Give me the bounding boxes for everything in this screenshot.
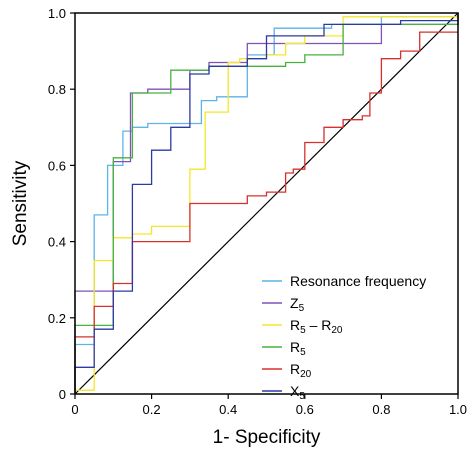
x-tick-label: 0.8 — [372, 402, 390, 417]
y-tick-label: 1.0 — [48, 6, 66, 21]
y-axis-title: Sensitivity — [10, 160, 31, 246]
y-tick-label: 0.6 — [48, 158, 66, 173]
x-tick-label: 0 — [71, 402, 78, 417]
plot-frame — [74, 12, 459, 395]
reference-diagonal-line — [74, 12, 459, 395]
tick-layer: 00 0.2 0.2 0.4 0.4 0.6 0.6 0.8 0.8 1.0 1.0 — [48, 6, 467, 417]
x-tick-label: 0.4 — [219, 402, 237, 417]
legend: Resonance frequency Z5 R5 – R20 R5 R20 X5 — [262, 273, 426, 402]
legend-label: Z5 — [290, 295, 305, 314]
legend-label: Resonance frequency — [290, 273, 426, 289]
y-tick-label: 0 — [59, 387, 66, 402]
x-tick-label: 1.0 — [449, 402, 467, 417]
legend-label: R5 — [290, 339, 306, 358]
legend-label: X5 — [290, 383, 305, 402]
x-tick-label: 0.6 — [296, 402, 314, 417]
series-line-5 — [74, 13, 459, 394]
legend-label: R5 – R20 — [290, 317, 343, 336]
y-tick-label: 0.4 — [48, 235, 66, 250]
y-tick-label: 0.8 — [48, 82, 66, 97]
series-layer — [74, 13, 459, 394]
x-tick-label: 0.2 — [143, 402, 161, 417]
y-tick-label: 0.2 — [48, 311, 66, 326]
reference-diagonal-layer — [74, 12, 459, 395]
legend-label: R20 — [290, 361, 312, 380]
x-axis-title: 1- Specificity — [213, 427, 321, 448]
